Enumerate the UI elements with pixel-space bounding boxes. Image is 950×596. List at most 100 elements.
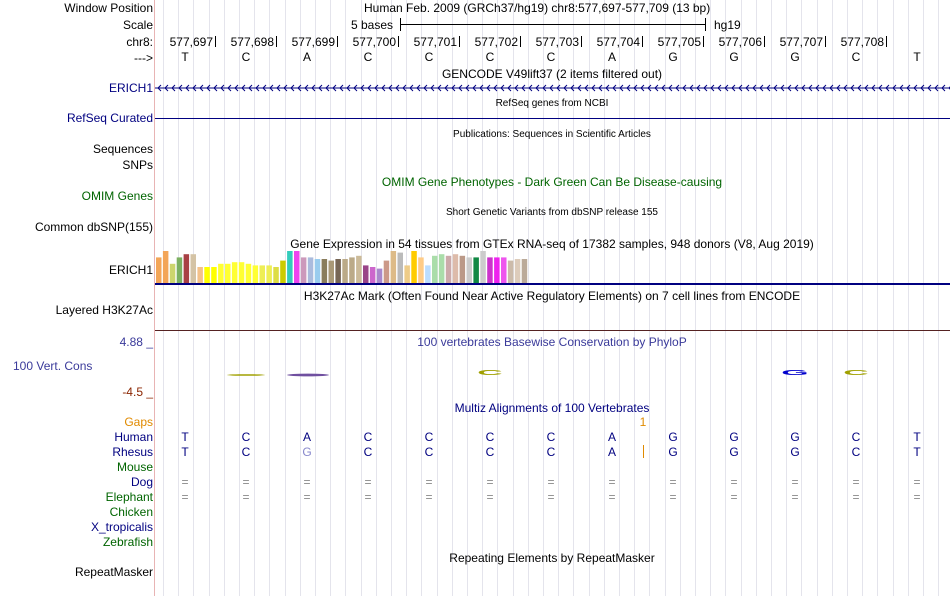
grid-line	[193, 0, 194, 596]
alignment-base: G	[790, 445, 800, 459]
gtex-tissue-bar	[266, 265, 272, 283]
species-label[interactable]: Chicken	[109, 505, 153, 519]
alignment-base: =	[181, 475, 189, 489]
scale-bar-label: 5 bases	[351, 18, 394, 32]
alignment-base: A	[607, 445, 617, 459]
gtex-tissue-bar	[445, 255, 452, 283]
snps-track-label[interactable]: SNPs	[122, 158, 153, 172]
omim-track-label[interactable]: OMIM Genes	[81, 189, 153, 203]
grid-line	[725, 0, 726, 596]
grid-line	[315, 0, 316, 596]
reference-base: T	[181, 50, 189, 64]
gtex-tissue-bar	[273, 267, 279, 283]
alignment-base: C	[546, 445, 556, 459]
reference-base: C	[424, 50, 434, 64]
reference-base: C	[851, 50, 861, 64]
species-label[interactable]: Rhesus	[112, 445, 153, 459]
repeatmasker-track-label[interactable]: RepeatMasker	[74, 565, 153, 579]
omim-track-title: OMIM Gene Phenotypes - Dark Green Can Be…	[381, 175, 723, 189]
phylop-track-label[interactable]: 100 Vert. Cons	[13, 359, 93, 373]
gtex-tissue-bar	[218, 263, 224, 283]
ruler-tick	[703, 36, 704, 47]
grid-line	[254, 0, 255, 596]
alignment-base: =	[730, 490, 738, 504]
scale-assembly: hg19	[714, 18, 741, 32]
window-position-value: Human Feb. 2009 (GRCh37/hg19) chr8:577,6…	[364, 1, 711, 15]
grid-line	[391, 0, 392, 596]
gencode-gene-feature[interactable]	[155, 82, 950, 94]
gtex-tissue-bar	[425, 265, 431, 283]
ruler-position: 577,702	[474, 35, 518, 49]
ruler-tick	[825, 36, 826, 47]
grid-line	[649, 0, 650, 596]
grid-line	[224, 0, 225, 596]
gtex-tissue-bar	[300, 257, 307, 283]
species-label[interactable]: Zebrafish	[102, 535, 153, 549]
grid-line	[619, 0, 620, 596]
reference-base: G	[668, 50, 678, 64]
alignment-base: T	[181, 430, 189, 444]
species-label[interactable]: Dog	[130, 475, 153, 489]
grid-line	[680, 0, 681, 596]
gtex-tissue-bar	[314, 259, 321, 283]
alignment-base: =	[913, 490, 921, 504]
gtex-track-label[interactable]: ERICH1	[108, 263, 153, 277]
alignment-base: =	[608, 475, 616, 489]
alignment-base: C	[363, 445, 373, 459]
grid-line	[163, 0, 164, 596]
species-label[interactable]: Human	[114, 430, 153, 444]
gencode-item-label[interactable]: ERICH1	[108, 81, 153, 95]
alignment-base: =	[303, 475, 311, 489]
species-label[interactable]: Elephant	[105, 490, 153, 504]
h3k27ac-track-label[interactable]: Layered H3K27Ac	[55, 303, 153, 317]
ruler-tick	[886, 36, 887, 47]
grid-line	[376, 0, 377, 596]
gtex-tissue-bar	[383, 260, 390, 283]
grid-line	[209, 0, 210, 596]
gtex-tissue-bar	[521, 259, 528, 283]
phylop-logo-letter: G	[781, 368, 808, 376]
gtex-tissue-bar	[459, 255, 466, 283]
alignment-base: =	[486, 475, 494, 489]
alignment-base: C	[424, 445, 434, 459]
gtex-expression-bars[interactable]	[155, 250, 950, 286]
alignment-base: =	[547, 490, 555, 504]
window-position-label: Window Position	[64, 1, 153, 15]
gtex-tissue-bar	[404, 265, 410, 283]
ruler-position: 577,697	[169, 35, 213, 49]
grid-line	[421, 0, 422, 596]
grid-line	[239, 0, 240, 596]
gencode-strand-arrows	[157, 84, 950, 92]
gtex-tissue-bar	[204, 267, 210, 283]
grid-line	[938, 0, 939, 596]
alignment-base: =	[791, 475, 799, 489]
ruler-position: 577,704	[596, 35, 640, 49]
alignment-base: =	[425, 475, 433, 489]
ruler-position: 577,699	[291, 35, 335, 49]
publications-track-title: Publications: Sequences in Scientific Ar…	[453, 129, 651, 140]
publications-track-label[interactable]: Sequences	[92, 142, 153, 156]
gtex-tissue-bar	[231, 262, 238, 283]
ruler-position: 577,698	[230, 35, 274, 49]
alignment-base: =	[242, 490, 250, 504]
dbsnp-track-label[interactable]: Common dbSNP(155)	[34, 220, 153, 234]
alignment-base: G	[790, 430, 800, 444]
refseq-gene-line[interactable]	[155, 118, 950, 119]
gtex-tissue-bar	[418, 257, 424, 283]
gtex-tissue-bar	[211, 267, 217, 283]
multiz-track-title: Multiz Alignments of 100 Vertebrates	[454, 401, 650, 415]
alignment-base: =	[730, 475, 738, 489]
grid-line	[604, 0, 605, 596]
ruler-position: 577,708	[840, 35, 884, 49]
species-label[interactable]: X_tropicalis	[90, 520, 153, 534]
alignment-base: =	[608, 490, 616, 504]
gtex-tissue-bar	[307, 257, 314, 283]
alignment-base: C	[485, 430, 495, 444]
gtex-tissue-bar	[390, 251, 397, 283]
refseq-track-label[interactable]: RefSeq Curated	[66, 111, 153, 125]
species-label[interactable]: Mouse	[116, 460, 153, 474]
alignment-base: =	[913, 475, 921, 489]
ruler-tick	[337, 36, 338, 47]
